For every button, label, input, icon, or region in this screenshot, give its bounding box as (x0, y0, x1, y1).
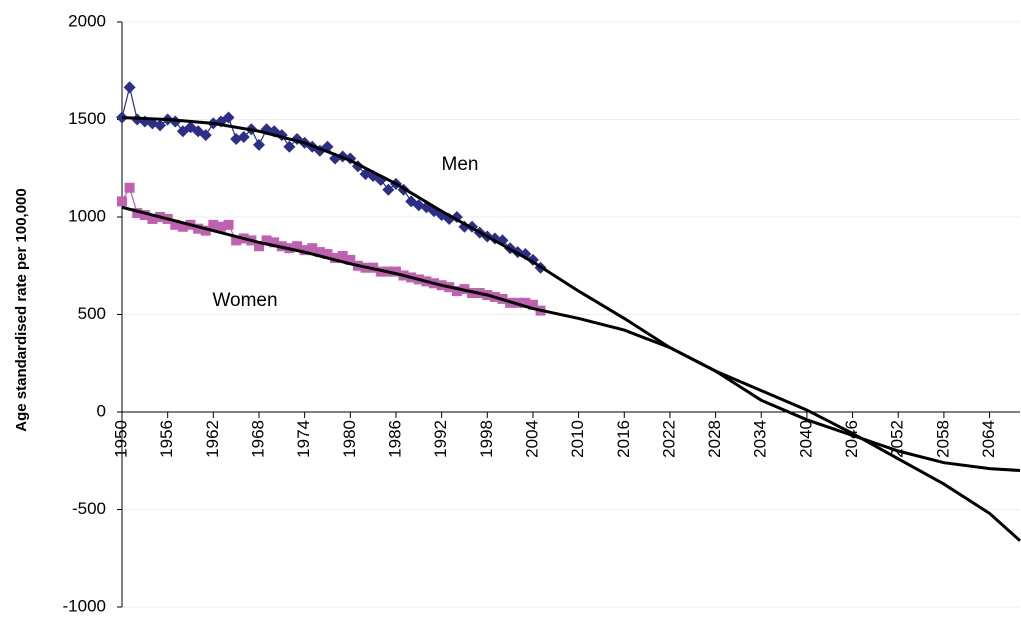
marker (231, 235, 242, 246)
marker (154, 119, 167, 132)
marker (345, 254, 356, 265)
marker (200, 225, 211, 236)
marker (292, 241, 303, 252)
x-tick-label: 1992 (431, 420, 450, 458)
x-tick-label: 2046 (842, 420, 861, 458)
x-tick-label: 2016 (614, 420, 633, 458)
data-line (121, 87, 542, 269)
marker (117, 196, 127, 207)
marker (261, 235, 272, 246)
x-tick-label: 1980 (340, 420, 359, 458)
y-tick-label: 1500 (68, 109, 106, 128)
x-tick-label: 1968 (248, 420, 267, 458)
marker (123, 81, 136, 94)
y-tick-label: -500 (72, 499, 106, 518)
y-tick-label: 2000 (68, 11, 106, 30)
marker (322, 249, 333, 260)
trend-line (121, 205, 1021, 542)
trend-line (121, 116, 1021, 472)
marker (116, 111, 128, 124)
y-tick-label: -1000 (63, 596, 106, 615)
marker (283, 140, 296, 153)
marker (337, 251, 348, 261)
marker (253, 241, 264, 252)
marker (222, 111, 235, 124)
marker (520, 297, 531, 308)
marker (269, 237, 280, 248)
x-tick-label: 2064 (979, 420, 998, 458)
marker (314, 247, 325, 258)
x-tick-label: 2058 (933, 420, 952, 458)
marker (199, 129, 212, 142)
marker (252, 138, 265, 151)
x-tick-label: 2040 (796, 420, 815, 458)
x-tick-label: 1974 (294, 420, 313, 458)
marker (193, 223, 204, 234)
marker (237, 131, 250, 144)
marker (390, 266, 401, 277)
y-tick-label: 0 (97, 401, 106, 420)
marker (330, 252, 341, 263)
marker (307, 243, 318, 254)
annotation: Men (442, 154, 479, 175)
marker (527, 299, 538, 310)
x-tick-label: 2034 (751, 420, 770, 458)
annotation: Women (212, 290, 277, 311)
x-tick-label: 1950 (111, 420, 130, 458)
marker (132, 208, 143, 219)
y-tick-label: 1000 (68, 206, 106, 225)
marker (139, 210, 150, 221)
marker (451, 286, 462, 297)
x-tick-label: 1956 (157, 420, 176, 458)
x-tick-label: 1986 (385, 420, 404, 458)
marker (177, 221, 188, 232)
marker (208, 219, 219, 230)
marker (170, 219, 181, 230)
y-tick-label: 500 (78, 304, 106, 323)
marker (382, 183, 395, 196)
marker (223, 219, 234, 230)
marker (124, 182, 135, 193)
x-tick-label: 2028 (705, 420, 724, 458)
marker (215, 221, 226, 232)
x-tick-label: 1962 (203, 420, 222, 458)
x-tick-label: 1998 (477, 420, 496, 458)
marker (299, 245, 310, 256)
x-tick-label: 2010 (568, 420, 587, 458)
x-tick-label: 2022 (659, 420, 678, 458)
x-tick-label: 2004 (522, 420, 541, 458)
marker (147, 213, 158, 224)
y-axis-label: Age standardised rate per 100,000 (13, 188, 30, 431)
